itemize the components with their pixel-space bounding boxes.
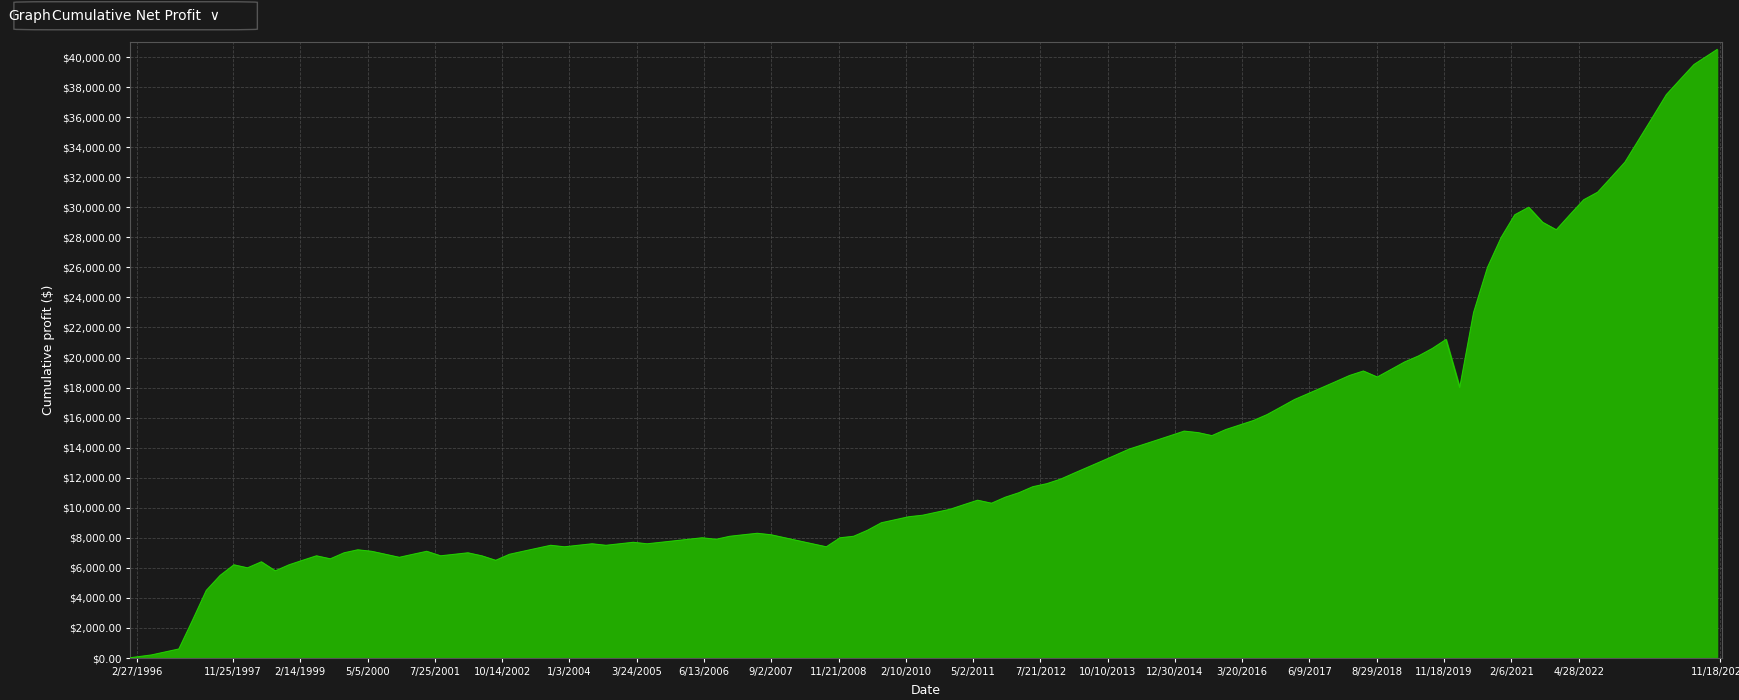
FancyBboxPatch shape xyxy=(14,1,257,30)
X-axis label: Date: Date xyxy=(911,684,941,697)
Text: Graph: Graph xyxy=(9,8,52,22)
Text: Cumulative Net Profit  ∨: Cumulative Net Profit ∨ xyxy=(52,8,219,22)
Y-axis label: Cumulative profit ($): Cumulative profit ($) xyxy=(42,285,56,415)
